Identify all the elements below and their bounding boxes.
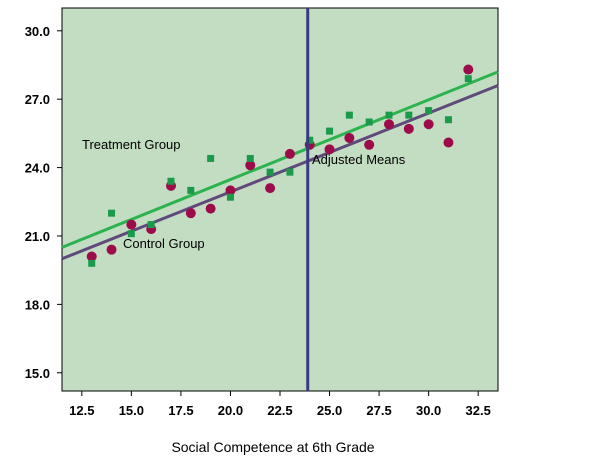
x-tick-label: 12.5 <box>69 403 94 418</box>
control-group-point <box>265 183 276 194</box>
x-tick-label: 25.0 <box>317 403 342 418</box>
treatment-group-point <box>226 193 234 201</box>
x-tick-label: 27.5 <box>366 403 391 418</box>
treatment-group-point <box>306 136 314 144</box>
data-points <box>86 64 474 267</box>
treatment-group-point <box>365 118 373 126</box>
control-group-point <box>344 132 355 143</box>
treatment-group-point <box>345 111 353 119</box>
treatment-group-point <box>147 221 155 229</box>
y-tick-label: 30.0 <box>25 24 50 39</box>
treatment-group-point <box>127 230 135 238</box>
x-tick-label: 32.5 <box>466 403 491 418</box>
control-group-point <box>384 119 394 130</box>
control-group-point <box>185 208 196 219</box>
control-group-point <box>86 251 97 262</box>
x-tick-label: 30.0 <box>416 403 441 418</box>
x-tick-label: 15.0 <box>119 403 144 418</box>
control-group-point <box>205 203 216 214</box>
treatment-group-point <box>464 75 472 83</box>
annotation-control-group: Control Group <box>123 236 205 251</box>
control-group-point <box>364 139 375 150</box>
x-axis-title: Social Competence at 6th Grade <box>171 439 374 455</box>
treatment-group-point <box>385 111 393 119</box>
fit-line-treatment-group <box>61 70 499 249</box>
treatment-group-point <box>444 116 452 124</box>
control-group-point <box>225 185 236 196</box>
regression-lines <box>61 70 499 261</box>
y-tick-label: 27.0 <box>25 92 50 107</box>
control-group-point <box>324 144 335 155</box>
treatment-group-point <box>286 168 294 176</box>
treatment-group-point <box>246 154 254 162</box>
x-tick-label: 22.5 <box>267 403 292 418</box>
annotation-adjusted-means: Adjusted Means <box>312 152 406 167</box>
annotation-treatment-group: Treatment Group <box>82 137 181 152</box>
treatment-group-point <box>266 168 274 176</box>
control-group-point <box>403 123 414 134</box>
control-group-point <box>443 137 454 148</box>
control-group-point <box>245 160 256 171</box>
treatment-group-point <box>88 259 96 267</box>
treatment-group-point <box>167 177 175 185</box>
x-tick-label: 17.5 <box>168 403 193 418</box>
control-group-point <box>284 148 295 159</box>
control-group-point <box>463 64 474 75</box>
treatment-group-point <box>425 107 433 115</box>
control-group-point <box>126 219 137 230</box>
y-tick-label: 18.0 <box>25 297 50 312</box>
x-axis: 12.5 15.0 17.5 20.0 22.5 25.0 27.5 30.0 32.5 <box>69 391 491 418</box>
fit-line-control-group <box>61 84 499 261</box>
control-group-point <box>106 244 117 255</box>
treatment-group-point <box>187 186 195 194</box>
y-tick-label: 15.0 <box>25 366 50 381</box>
plot-area <box>61 7 499 392</box>
treatment-group-point <box>108 209 116 217</box>
y-axis: 15.0 18.0 21.0 24.0 27.0 30.0 <box>25 24 62 381</box>
control-group-point <box>423 119 434 130</box>
treatment-group-point <box>207 154 215 162</box>
y-tick-label: 24.0 <box>25 161 50 176</box>
treatment-group-point <box>326 127 334 135</box>
treatment-group-point <box>405 111 413 119</box>
x-tick-label: 20.0 <box>218 403 243 418</box>
y-tick-label: 21.0 <box>25 229 50 244</box>
